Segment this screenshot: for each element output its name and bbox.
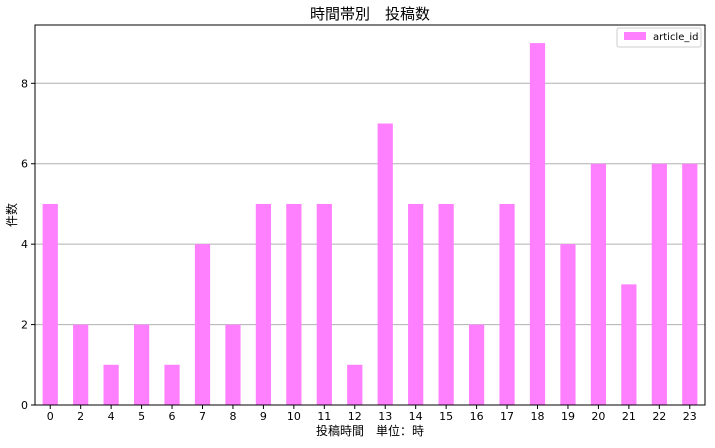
x-tick-labels: 0 2 4 5 6 7 8 9 10 11 12 13 14 15 16 17 18 19 20 21 22 23 xyxy=(47,405,697,423)
legend-label: article_id xyxy=(653,32,699,43)
bar-2 xyxy=(73,324,89,405)
x-tick-label: 0 xyxy=(47,410,54,423)
bar-10 xyxy=(286,203,302,405)
y-tick-label: 8 xyxy=(21,77,28,90)
y-tick-label: 0 xyxy=(21,399,28,412)
x-tick-label: 23 xyxy=(683,410,697,423)
bar-17 xyxy=(499,203,515,405)
x-tick-label: 12 xyxy=(348,410,362,423)
x-tick-label: 9 xyxy=(260,410,267,423)
x-tick-label: 16 xyxy=(470,410,484,423)
y-tick-label: 2 xyxy=(21,319,28,332)
x-tick-label: 7 xyxy=(199,410,206,423)
bar-15 xyxy=(438,203,454,405)
bar-0 xyxy=(42,203,58,405)
bars xyxy=(42,43,698,405)
x-tick-label: 21 xyxy=(622,410,636,423)
chart-title: 時間帯別 投稿数 xyxy=(310,5,430,23)
x-tick-label: 22 xyxy=(652,410,666,423)
x-tick-label: 20 xyxy=(591,410,605,423)
plot-frame xyxy=(34,24,706,406)
x-axis-title: 投稿時間 単位：時 xyxy=(316,423,424,438)
legend: article_id xyxy=(616,27,702,48)
y-axis-title: 件数 xyxy=(4,203,19,227)
x-tick-label: 13 xyxy=(378,410,392,423)
y-tick-label: 4 xyxy=(21,238,28,251)
y-tick-label: 6 xyxy=(21,158,28,171)
bar-12 xyxy=(347,364,363,405)
x-tick-label: 10 xyxy=(287,410,301,423)
bar-19 xyxy=(560,244,576,405)
x-tick-label: 2 xyxy=(77,410,84,423)
bar-9 xyxy=(255,203,272,405)
x-tick-label: 11 xyxy=(317,410,331,423)
x-tick-label: 8 xyxy=(229,410,236,423)
legend-swatch xyxy=(624,32,646,40)
bar-18 xyxy=(529,43,546,405)
bar-5 xyxy=(133,324,150,405)
bar-7 xyxy=(194,244,211,405)
axes xyxy=(34,24,706,406)
bar-14 xyxy=(408,203,424,405)
x-tick-label: 14 xyxy=(409,410,423,423)
x-tick-label: 19 xyxy=(561,410,575,423)
x-tick-label: 18 xyxy=(531,410,545,423)
bar-22 xyxy=(651,163,667,405)
x-tick-label: 5 xyxy=(138,410,145,423)
x-tick-label: 17 xyxy=(500,410,514,423)
bar-21 xyxy=(621,284,637,405)
bar-20 xyxy=(590,163,607,405)
bar-23 xyxy=(682,163,698,405)
bar-13 xyxy=(377,123,393,405)
bar-8 xyxy=(225,324,241,405)
bar-11 xyxy=(316,203,332,405)
x-tick-label: 6 xyxy=(169,410,176,423)
bar-6 xyxy=(164,364,180,405)
y-tick-labels: 0 2 4 6 8 xyxy=(21,77,35,412)
x-tick-label: 15 xyxy=(439,410,453,423)
x-tick-label: 4 xyxy=(108,410,115,423)
bar-4 xyxy=(103,364,119,405)
bar-16 xyxy=(468,324,485,405)
